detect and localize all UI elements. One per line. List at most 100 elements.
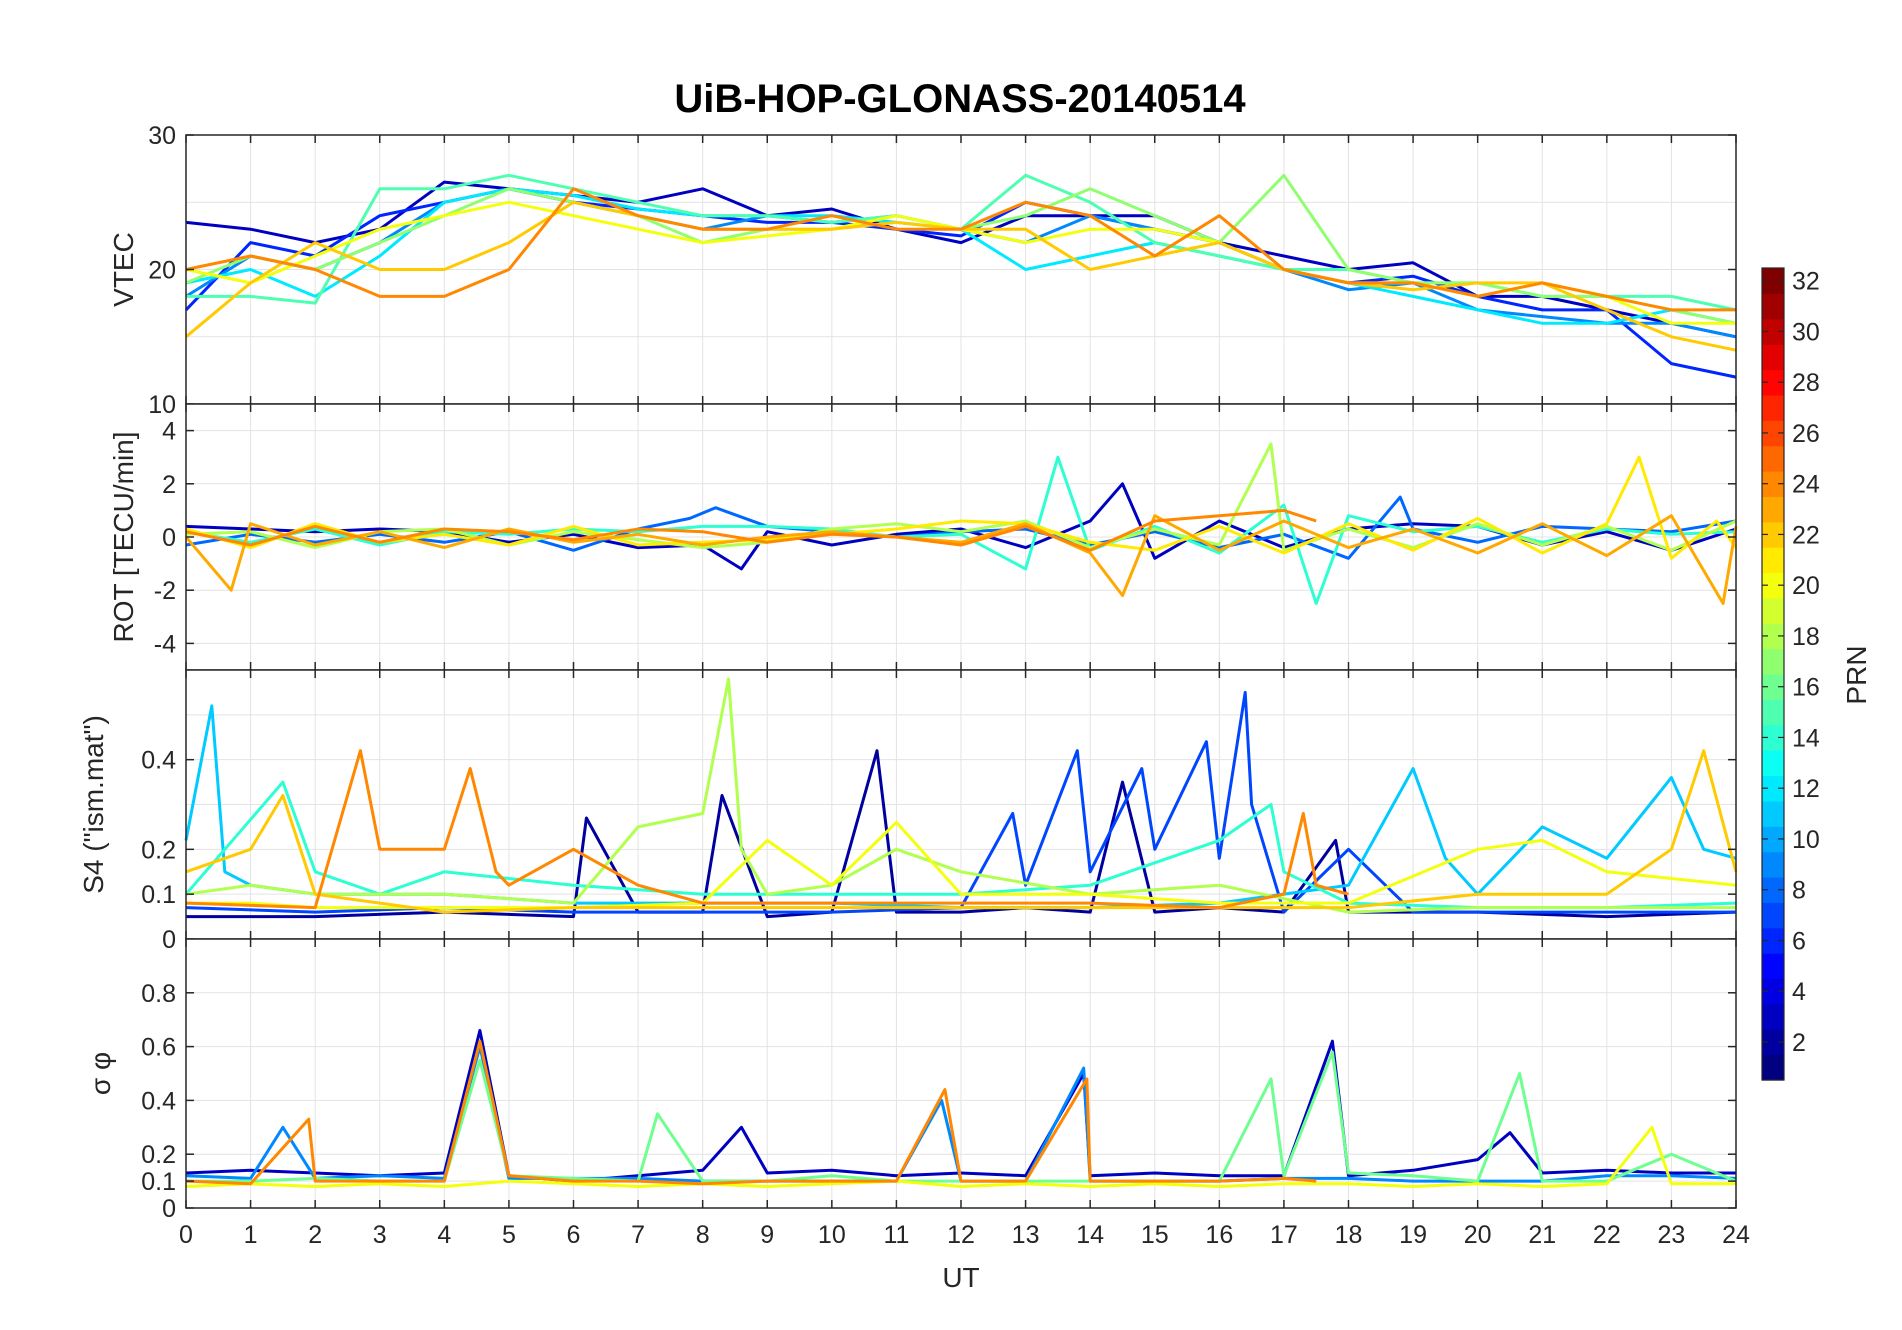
panel-s4-series-prn-24	[185, 749, 1349, 910]
x-tick-label-15: 15	[1141, 1221, 1169, 1249]
colorbar-segment	[1762, 674, 1784, 700]
panel-vtec-ytick-label: 10	[148, 391, 176, 419]
panel-rot-series-prn-18	[185, 442, 1737, 552]
colorbar-segment	[1762, 1003, 1784, 1030]
panel-rot-ytick-label: -2	[154, 577, 176, 605]
x-tick-label-20: 20	[1464, 1221, 1492, 1249]
x-tick-label-10: 10	[818, 1221, 846, 1249]
panel-vtec: 10 20 30 VTEC	[108, 122, 1737, 419]
colorbar-tick-label: 24	[1792, 471, 1820, 499]
colorbar-tick-label: 28	[1792, 369, 1820, 397]
colorbar-segment	[1762, 623, 1784, 650]
colorbar-tick-label: 10	[1792, 826, 1820, 854]
panel-sigma-series-prn-20	[185, 1125, 1736, 1188]
x-tick-label-3: 3	[373, 1221, 387, 1249]
panel-sigma-ytick-label: 0.8	[141, 980, 176, 1008]
x-tick-label-16: 16	[1205, 1221, 1233, 1249]
panel-rot-ylabel: ROT [TECU/min]	[108, 431, 139, 642]
x-tick-label-24: 24	[1722, 1221, 1750, 1249]
colorbar-segment	[1762, 1054, 1784, 1081]
colorbar-segment	[1762, 1029, 1784, 1056]
panel-sigma-ytick-label: 0.1	[141, 1168, 176, 1196]
panel-sigma-ylabel: σ φ	[85, 1052, 116, 1095]
colorbar-label: PRN	[1841, 645, 1872, 704]
x-tick-label-13: 13	[1012, 1221, 1040, 1249]
panel-sigma: 00.10.2 0.4 0.6 0.8 σ φ	[85, 938, 1737, 1223]
x-tick-label-14: 14	[1076, 1221, 1104, 1249]
colorbar-segment	[1762, 471, 1784, 497]
colorbar-tick-label: 32	[1792, 268, 1820, 296]
panel-rot-ytick-label: 4	[162, 418, 176, 446]
colorbar-segment	[1762, 344, 1784, 371]
panel-sigma-series-prn-3	[185, 1029, 1736, 1183]
colorbar-segment	[1762, 826, 1784, 853]
colorbar-segment	[1762, 800, 1784, 827]
x-tick-label-11: 11	[883, 1221, 909, 1249]
colorbar-tick-label: 4	[1792, 978, 1806, 1006]
x-tick-label-0: 0	[179, 1221, 193, 1249]
colorbar-tick-label: 30	[1792, 318, 1820, 346]
colorbar-segment	[1762, 394, 1784, 421]
colorbar-segment	[1762, 496, 1784, 523]
panel-sigma-ytick-label: 0.2	[141, 1141, 176, 1169]
colorbar-segment	[1762, 724, 1784, 751]
chart-title: UiB-HOP-GLONASS-20140514	[674, 77, 1246, 121]
colorbar-segment	[1762, 268, 1784, 294]
x-tick-label-4: 4	[437, 1221, 451, 1249]
panel-s4-ytick-label: 0.1	[141, 881, 176, 909]
x-tick-label-7: 7	[631, 1221, 645, 1249]
x-tick-label-19: 19	[1399, 1221, 1427, 1249]
colorbar-segment	[1762, 902, 1784, 929]
panel-s4-series-prn-22	[185, 749, 1738, 914]
panel-sigma-series-prn-9	[185, 1045, 1737, 1183]
x-tick-label-5: 5	[502, 1221, 516, 1249]
panel-s4-series-prn-18	[185, 677, 1736, 914]
x-tick-label-8: 8	[696, 1221, 710, 1249]
panel-rot-ytick-label: 2	[162, 471, 176, 499]
colorbar-segment	[1762, 318, 1784, 345]
colorbar-tick-label: 18	[1792, 623, 1820, 651]
x-tick-label-12: 12	[947, 1221, 975, 1249]
panel-s4-ytick-label: 0	[162, 926, 176, 954]
x-tick-label-6: 6	[567, 1221, 581, 1249]
colorbar-segment	[1762, 775, 1784, 802]
x-tick-label-9: 9	[760, 1221, 774, 1249]
colorbar-tick-label: 2	[1792, 1029, 1806, 1057]
colorbar-tick-label: 20	[1792, 572, 1820, 600]
x-tick-label-21: 21	[1528, 1221, 1556, 1249]
panel-s4-ytick-label: 0.2	[141, 836, 176, 864]
panel-rot-ytick-label: -4	[154, 630, 176, 658]
panel-sigma-ytick-label: 0	[162, 1195, 176, 1223]
colorbar-segment	[1762, 953, 1784, 980]
colorbar-segment	[1762, 293, 1784, 320]
colorbar-segment	[1762, 445, 1784, 472]
panel-rot-series-prn-24	[185, 508, 1317, 552]
panel-s4-series-prn-7	[185, 690, 1736, 914]
panel-vtec-series-prn-24	[185, 187, 1736, 312]
panel-sigma-series-prn-24	[185, 1039, 1317, 1186]
colorbar-segment	[1762, 750, 1784, 777]
colorbar-segment	[1762, 369, 1784, 396]
x-axis: 0 1 2 3 4 5 6 7 8 9 10 11 12 13 14 15 16 17 18 19 20 21 22 23 24	[179, 1221, 1750, 1249]
colorbar-segment	[1762, 547, 1784, 574]
x-tick-label-18: 18	[1335, 1221, 1363, 1249]
panel-rot-ytick-label: 0	[162, 524, 176, 552]
colorbar-tick-label: 6	[1792, 927, 1806, 955]
colorbar-segment	[1762, 597, 1784, 624]
colorbar-segment	[1762, 877, 1784, 903]
panel-s4-ytick-label: 0.4	[141, 747, 176, 775]
colorbar-segment	[1762, 420, 1784, 447]
colorbar-segment	[1762, 851, 1784, 878]
x-tick-label-1: 1	[244, 1221, 258, 1249]
colorbar-tick-label: 22	[1792, 521, 1820, 549]
colorbar-segment	[1762, 699, 1784, 726]
panel-vtec-ytick-label: 20	[148, 257, 176, 285]
colorbar-segment	[1762, 978, 1784, 1005]
panel-s4: 0 0.1 0.2 0.4 S4 ("ism.mat")	[78, 669, 1738, 954]
colorbar-frame	[1761, 267, 1785, 1081]
x-axis-label: UT	[942, 1262, 979, 1293]
colorbar-tick-label: 14	[1792, 724, 1820, 752]
panel-sigma-ytick-label: 0.6	[141, 1034, 176, 1062]
